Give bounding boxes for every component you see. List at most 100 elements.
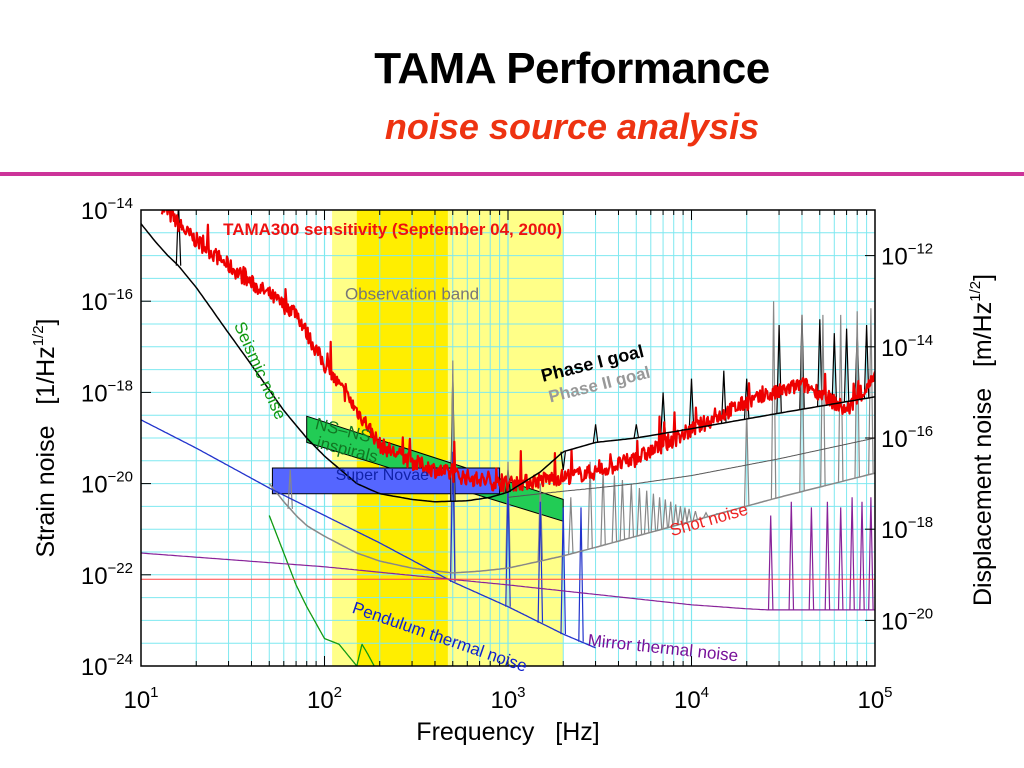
resonance-peak: [568, 497, 574, 554]
resonance-peak: [824, 501, 831, 610]
annotation-shot-noise: Shot noise: [668, 500, 750, 540]
y2-axis-title: Displacement noise [m/Hz1/2]: [967, 274, 997, 606]
resonance-peak: [817, 319, 823, 407]
x-tick-label-exp: 1: [150, 684, 158, 701]
resonance-peak: [560, 507, 566, 635]
y2-tick-label: 10−16: [881, 423, 933, 453]
x-tick-label: 103: [490, 684, 525, 714]
resonance-peak: [660, 392, 666, 434]
y-tick-label-base: 10: [81, 472, 108, 499]
y2-tick-label-base: 10: [881, 608, 908, 635]
resonance-peak: [868, 308, 874, 475]
y-axis-title-sup: 1/2: [30, 325, 47, 346]
resonance-peak: [578, 507, 584, 642]
y-axis-title-close: ]: [32, 318, 60, 325]
y-tick-label-base: 10: [81, 563, 108, 590]
resonance-peak: [592, 424, 599, 443]
resonance-peak: [537, 501, 544, 623]
y2-tick-label-base: 10: [881, 517, 908, 544]
y2-tick-label-base: 10: [881, 426, 908, 453]
y2-tick-label-exp: −12: [908, 241, 933, 258]
series-mirror-thermal-noise: [141, 552, 875, 611]
y2-tick-label-base: 10: [881, 244, 908, 271]
y-axis-title: Strain noise [1/Hz1/2]: [30, 318, 60, 557]
resonance-peak: [537, 483, 544, 562]
resonance-peak: [686, 508, 692, 522]
resonance-peak: [633, 424, 640, 439]
x-tick-label-exp: 3: [517, 684, 525, 701]
y2-axis-title-main: Displacement noise [m/Hz: [969, 302, 997, 606]
resonance-peak: [636, 487, 643, 536]
x-tick-label-base: 10: [857, 687, 884, 714]
y-tick-label-exp: −18: [108, 377, 133, 394]
x-tick-label: 101: [123, 684, 158, 714]
resonance-peak: [688, 378, 695, 429]
y2-tick-label: 10−20: [881, 605, 933, 635]
y-tick-label-exp: −20: [108, 469, 133, 486]
resonance-peak: [843, 328, 850, 402]
y-tick-label-base: 10: [81, 289, 108, 316]
y-tick-label-base: 10: [81, 380, 108, 407]
resonance-peak: [611, 475, 618, 543]
resonance-peak: [799, 314, 805, 492]
x-tick-label-base: 10: [307, 687, 334, 714]
series-pendulum-thermal-noise: [141, 419, 596, 649]
y2-axis-title-close: ]: [969, 274, 997, 281]
x-tick-label-base: 10: [123, 687, 150, 714]
y2-tick-label: 10−14: [881, 332, 933, 362]
noise-curves: [141, 210, 875, 666]
y2-axis-title-sup: 1/2: [967, 281, 984, 302]
y2-tick-label-exp: −20: [908, 605, 933, 622]
resonance-peak: [859, 501, 865, 610]
series-phase-i-goal: [141, 223, 875, 503]
resonance-peak: [682, 507, 688, 524]
y-tick-label: 10−16: [81, 286, 133, 316]
y-tick-label: 10−24: [81, 651, 133, 681]
resonance-peak: [770, 301, 777, 499]
x-tick-label-exp: 4: [701, 684, 709, 701]
series-shot-noise: [507, 437, 875, 498]
resonance-peak: [619, 479, 626, 541]
x-tick-label-exp: 5: [884, 684, 892, 701]
y2-tick-label: 10−12: [881, 241, 933, 271]
series-seismic-noise: [268, 515, 376, 666]
x-tick-label-base: 10: [490, 687, 517, 714]
slide-title: TAMA Performance: [374, 44, 770, 93]
y-tick-label: 10−22: [81, 560, 133, 590]
resonance-peak: [450, 360, 456, 573]
annotation-tama300-sensitivity-september-04-2000: TAMA300 sensitivity (September 04, 2000): [223, 220, 562, 239]
annotation-super-novae: Super Novae: [336, 467, 429, 484]
y-tick-label-exp: −22: [108, 560, 133, 577]
resonance-peak: [175, 210, 182, 266]
resonance-peak: [868, 497, 874, 610]
y2-tick-label-exp: −16: [908, 423, 933, 440]
resonance-peak: [643, 490, 650, 534]
resonance-peak: [628, 483, 635, 538]
resonance-peak: [837, 507, 844, 610]
resonance-peak: [672, 504, 679, 526]
resonance-peak: [849, 497, 855, 610]
resonance-peak: [721, 370, 727, 424]
resonance-peak: [820, 314, 826, 487]
y-tick-label-exp: −24: [108, 651, 133, 668]
resonance-peak: [677, 506, 684, 525]
x-tick-label-base: 10: [674, 687, 701, 714]
resonance-peak: [287, 469, 293, 509]
resonance-peak: [450, 451, 456, 582]
resonance-peak: [667, 501, 674, 527]
y2-tick-label-exp: −14: [908, 332, 933, 349]
x-tick-label: 105: [857, 684, 892, 714]
resonance-peak: [692, 510, 699, 521]
resonance-peak: [656, 497, 663, 530]
annotation-seismic-noise: Seismic noise: [230, 319, 290, 423]
resonance-peak: [837, 314, 844, 482]
resonance-peak: [854, 311, 860, 478]
resonance-peak: [662, 499, 669, 529]
resonance-peak: [600, 469, 606, 546]
x-axis-title: Frequency [Hz]: [416, 718, 599, 746]
y-tick-label-exp: −14: [108, 195, 133, 212]
title-divider: [0, 172, 1024, 176]
x-tick-label: 102: [307, 684, 342, 714]
slide-subtitle: noise source analysis: [384, 106, 760, 147]
